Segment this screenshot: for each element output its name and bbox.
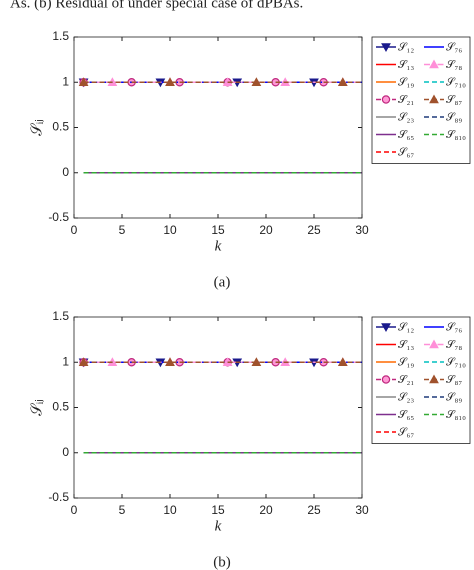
x-tick-label: 5	[119, 503, 126, 517]
series-marker	[337, 77, 348, 87]
y-tick-label: 0.5	[52, 400, 69, 414]
x-tick-label: 5	[119, 223, 126, 237]
series-marker	[251, 357, 262, 367]
legend-marker	[429, 59, 439, 69]
x-tick-label: 15	[211, 223, 225, 237]
y-axis-label: 𝒮ᵢⱼ	[29, 399, 45, 416]
legend-label: 𝒮₈₁₀	[446, 409, 466, 421]
x-tick-label: 30	[355, 223, 369, 237]
legend-marker	[381, 375, 391, 384]
legend-label: 𝒮₁₃	[398, 59, 414, 71]
plot-frame	[73, 316, 363, 499]
x-tick-label: 15	[211, 503, 225, 517]
legend-label: 𝒮₁₉	[398, 77, 414, 89]
legend-label: 𝒮₈₉	[446, 112, 462, 124]
legend-label: 𝒮₁₂	[398, 322, 414, 334]
legend-label: 𝒮₁₂	[398, 42, 414, 54]
y-tick-label: -0.5	[48, 490, 69, 504]
legend-marker	[381, 43, 391, 53]
y-tick-label: 1	[62, 74, 69, 88]
legend-label: 𝒮₆₇	[398, 427, 414, 439]
legend-label: 𝒮₇₈	[446, 339, 462, 351]
legend-label: 𝒮₂₃	[398, 392, 414, 404]
legend-label: 𝒮₁₃	[398, 339, 414, 351]
series-marker	[165, 357, 175, 367]
caption-fragment: As. (b) Residual of under special case o…	[10, 0, 303, 11]
legend-marker	[381, 323, 391, 333]
legend-label: 𝒮₇₈	[446, 59, 462, 71]
y-tick-label: 0	[62, 445, 69, 459]
y-tick-label: 1	[62, 354, 69, 368]
x-tick-label: 10	[163, 223, 177, 237]
legend-label: 𝒮₆₅	[398, 129, 414, 141]
legend-marker	[429, 94, 439, 104]
y-tick-label: 1.5	[52, 29, 69, 43]
series-marker	[165, 77, 175, 87]
x-tick-label: 20	[259, 503, 273, 517]
legend-label: 𝒮₈₇	[446, 374, 462, 386]
series-marker	[78, 77, 89, 87]
legend-label: 𝒮₇₁₀	[446, 357, 466, 369]
plot-frame	[73, 36, 363, 219]
legend-label: 𝒮₇₁₀	[446, 77, 466, 89]
legend-label: 𝒮₆₇	[398, 147, 414, 159]
legend-marker	[429, 374, 439, 384]
x-tick-label: 30	[355, 503, 369, 517]
legend-label: 𝒮₈₁₀	[446, 129, 466, 141]
x-tick-label: 0	[71, 503, 78, 517]
caption: (a)	[214, 274, 231, 290]
legend-marker	[381, 95, 391, 104]
y-tick-label: -0.5	[48, 210, 69, 224]
y-tick-label: 0.5	[52, 120, 69, 134]
series-marker	[251, 77, 262, 87]
x-tick-label: 25	[307, 503, 321, 517]
legend-label: 𝒮₆₅	[398, 409, 414, 421]
legend-label: 𝒮₂₁	[398, 374, 414, 386]
y-tick-label: 1.5	[52, 309, 69, 323]
legend-marker	[429, 339, 439, 349]
series-marker	[337, 357, 348, 367]
legend-label: 𝒮₇₆	[446, 42, 462, 54]
x-tick-label: 25	[307, 223, 321, 237]
x-tick-label: 0	[71, 223, 78, 237]
x-tick-label: 20	[259, 223, 273, 237]
legend-label: 𝒮₂₁	[398, 94, 414, 106]
y-tick-label: 0	[62, 165, 69, 179]
legend-label: 𝒮₂₃	[398, 112, 414, 124]
series-marker	[78, 357, 89, 367]
x-tick-label: 10	[163, 503, 177, 517]
legend-label: 𝒮₇₆	[446, 322, 462, 334]
legend-label: 𝒮₁₉	[398, 357, 414, 369]
legend-label: 𝒮₈₉	[446, 392, 462, 404]
caption: (b)	[213, 554, 231, 570]
y-axis-label: 𝒮ᵢⱼ	[29, 119, 45, 136]
x-axis-label: k	[215, 238, 222, 254]
x-axis-label: k	[215, 518, 222, 534]
legend-label: 𝒮₈₇	[446, 94, 462, 106]
